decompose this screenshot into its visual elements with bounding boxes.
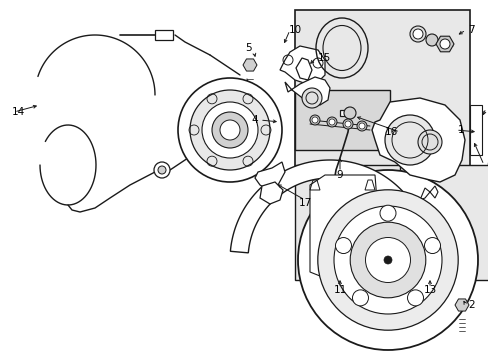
Circle shape — [335, 238, 351, 253]
Text: 9: 9 — [336, 170, 343, 180]
Text: 7: 7 — [467, 25, 474, 35]
Bar — [469, 105, 481, 155]
Circle shape — [383, 256, 391, 264]
Circle shape — [407, 290, 423, 306]
Circle shape — [178, 78, 282, 182]
Circle shape — [343, 107, 355, 119]
Text: 13: 13 — [423, 285, 436, 295]
Text: 4: 4 — [251, 115, 258, 125]
Circle shape — [352, 290, 368, 306]
Circle shape — [154, 162, 170, 178]
Text: 16: 16 — [384, 127, 397, 137]
Text: 2: 2 — [467, 300, 474, 310]
Polygon shape — [230, 160, 423, 253]
Bar — [333, 198, 346, 204]
Polygon shape — [280, 46, 325, 85]
Bar — [407, 165, 488, 280]
Text: 17: 17 — [298, 198, 311, 208]
Circle shape — [311, 117, 317, 123]
Bar — [294, 90, 389, 150]
Circle shape — [409, 26, 425, 42]
Circle shape — [356, 121, 366, 131]
Circle shape — [342, 119, 352, 129]
Circle shape — [158, 166, 165, 174]
Polygon shape — [435, 36, 453, 52]
Text: 1: 1 — [457, 125, 464, 135]
Text: 6: 6 — [485, 160, 488, 170]
Circle shape — [190, 90, 269, 170]
Circle shape — [317, 190, 457, 330]
Circle shape — [345, 121, 350, 127]
Bar — [155, 30, 173, 40]
Text: 5: 5 — [245, 43, 251, 53]
Circle shape — [202, 102, 258, 158]
Circle shape — [358, 123, 364, 129]
Polygon shape — [260, 182, 283, 204]
Polygon shape — [254, 162, 285, 190]
Polygon shape — [309, 175, 381, 278]
Circle shape — [439, 39, 449, 49]
Circle shape — [333, 206, 441, 314]
Circle shape — [309, 115, 319, 125]
Bar — [339, 110, 351, 116]
Text: 11: 11 — [333, 285, 346, 295]
Circle shape — [326, 117, 336, 127]
Text: 14: 14 — [12, 107, 25, 117]
Circle shape — [297, 170, 477, 350]
Circle shape — [328, 119, 334, 125]
Bar — [294, 165, 399, 280]
Circle shape — [212, 112, 247, 148]
Polygon shape — [243, 59, 257, 71]
Circle shape — [302, 88, 321, 108]
Circle shape — [365, 238, 409, 283]
Circle shape — [425, 34, 437, 46]
Circle shape — [379, 205, 395, 221]
Circle shape — [220, 120, 240, 140]
Text: 15: 15 — [317, 53, 330, 63]
Text: 12: 12 — [487, 103, 488, 113]
Circle shape — [417, 130, 441, 154]
Circle shape — [424, 238, 440, 253]
Circle shape — [412, 29, 422, 39]
Circle shape — [384, 115, 434, 165]
Polygon shape — [454, 299, 468, 311]
Circle shape — [349, 222, 425, 298]
Polygon shape — [371, 98, 464, 182]
Bar — [294, 10, 469, 185]
Polygon shape — [285, 77, 329, 105]
Text: 10: 10 — [288, 25, 301, 35]
